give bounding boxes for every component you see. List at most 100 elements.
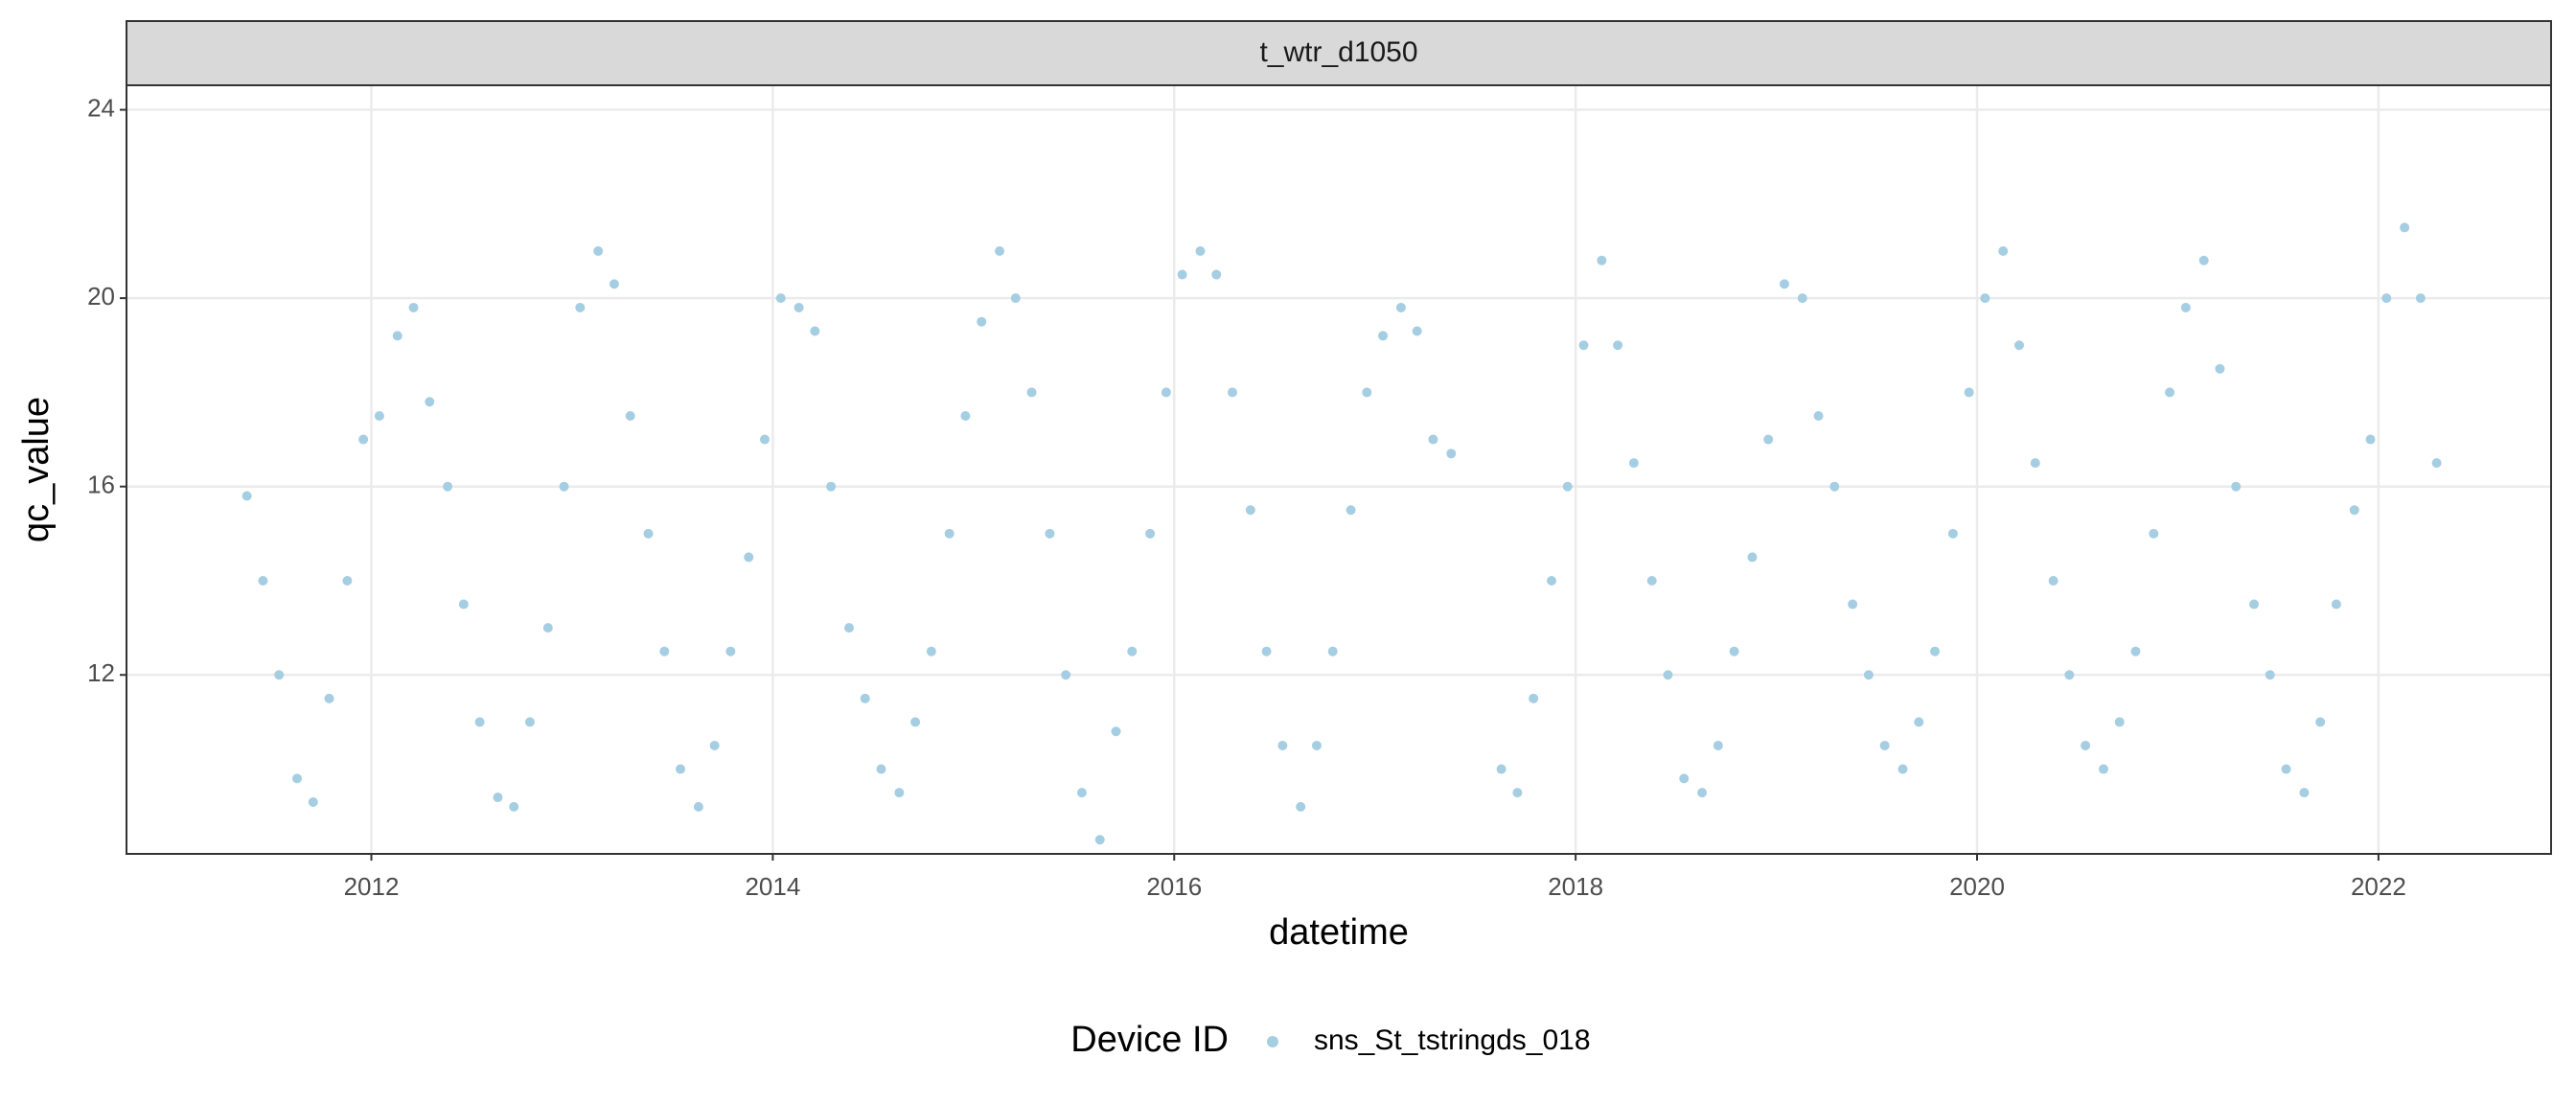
point	[2130, 646, 2141, 656]
point	[1547, 575, 1557, 586]
point	[458, 599, 469, 610]
point	[1378, 331, 1389, 341]
point	[2331, 599, 2341, 610]
point	[593, 245, 604, 256]
point	[1026, 387, 1037, 398]
point	[292, 773, 303, 784]
point	[1813, 410, 1824, 421]
point	[408, 302, 419, 312]
point	[2013, 340, 2024, 351]
point	[1512, 788, 1523, 798]
point	[775, 293, 786, 304]
point	[493, 793, 503, 803]
point	[1177, 269, 1187, 280]
point	[2231, 481, 2242, 492]
panel	[126, 85, 2551, 854]
point	[1094, 835, 1105, 845]
point	[1496, 764, 1506, 774]
point	[1646, 575, 1657, 586]
point	[1863, 670, 1874, 680]
point	[542, 623, 553, 633]
point	[1797, 293, 1807, 304]
strip-title: t_wtr_d1050	[1259, 36, 1417, 68]
legend-title: Device ID	[1070, 1020, 1229, 1060]
point	[258, 575, 268, 586]
point	[826, 481, 837, 492]
point	[1111, 726, 1121, 737]
x-tick-label: 2014	[745, 872, 800, 901]
point	[1713, 740, 1723, 750]
point	[910, 717, 921, 727]
point	[843, 623, 854, 633]
point	[324, 693, 334, 703]
strip	[126, 20, 2552, 86]
y-axis-title: qc_value	[16, 397, 57, 542]
point	[443, 481, 453, 492]
x-tick-label: 2018	[1548, 872, 1603, 901]
point	[2064, 670, 2075, 680]
point	[1964, 387, 1974, 398]
x-tick-label: 2022	[2351, 872, 2406, 901]
point	[1346, 505, 1356, 516]
point	[2265, 670, 2275, 680]
point	[894, 788, 905, 798]
point	[860, 693, 870, 703]
y-tick-label: 16	[87, 471, 115, 499]
point	[392, 331, 402, 341]
point	[1227, 387, 1237, 398]
point	[1613, 340, 1623, 351]
point	[2215, 363, 2225, 374]
point	[2381, 293, 2392, 304]
point	[810, 326, 820, 336]
point	[1076, 788, 1087, 798]
point	[1446, 448, 1457, 459]
point	[2198, 255, 2209, 265]
point	[1697, 788, 1708, 798]
point	[944, 528, 954, 539]
point	[509, 801, 519, 812]
point	[1412, 326, 1422, 336]
point	[1848, 599, 1858, 610]
point	[559, 481, 569, 492]
point	[425, 397, 435, 407]
y-tick-label: 24	[87, 93, 115, 122]
point	[1161, 387, 1171, 398]
point	[2114, 717, 2125, 727]
point	[274, 670, 285, 680]
y-tick-label: 12	[87, 658, 115, 687]
point	[1898, 764, 1908, 774]
point	[242, 491, 252, 501]
point	[1245, 505, 1255, 516]
point	[1779, 279, 1789, 289]
point	[794, 302, 804, 312]
point	[1679, 773, 1690, 784]
y-tick-label: 20	[87, 282, 115, 310]
x-tick-label: 2012	[344, 872, 400, 901]
point	[693, 801, 703, 812]
point	[1829, 481, 1840, 492]
point	[1747, 552, 1758, 563]
point	[308, 796, 318, 807]
point	[876, 764, 886, 774]
x-axis-title: datetime	[1269, 912, 1409, 953]
point	[1597, 255, 1607, 265]
point	[1195, 245, 1206, 256]
point	[1145, 528, 1156, 539]
point	[2098, 764, 2108, 774]
point	[1562, 481, 1573, 492]
point	[1628, 458, 1639, 469]
point	[1729, 646, 1739, 656]
x-tick-label: 2016	[1146, 872, 1202, 901]
point	[995, 245, 1005, 256]
point	[643, 528, 654, 539]
point	[1663, 670, 1673, 680]
point	[1763, 434, 1774, 445]
point	[2365, 434, 2376, 445]
point	[2281, 764, 2291, 774]
point	[2415, 293, 2426, 304]
point	[926, 646, 936, 656]
point	[625, 410, 635, 421]
point	[977, 316, 987, 327]
point	[1980, 293, 1990, 304]
